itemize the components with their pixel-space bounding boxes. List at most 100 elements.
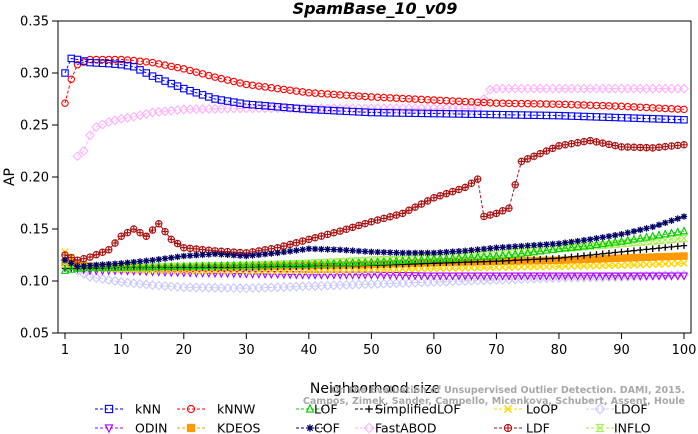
odin-point <box>661 272 670 281</box>
ldf-point <box>323 230 332 239</box>
ldf-point <box>92 250 101 259</box>
cof-point <box>93 261 100 269</box>
y-tick-label: 0.30 <box>20 67 49 82</box>
y-tick-label: 0.20 <box>20 171 49 186</box>
lof-point <box>404 255 413 264</box>
cof-point <box>130 258 137 266</box>
loop-point <box>649 260 657 269</box>
simplifiedlof-point <box>305 263 313 270</box>
x-tick-label: 40 <box>301 343 318 358</box>
x-axis-title: Neighborhood size <box>310 381 440 397</box>
lof-point <box>511 249 520 258</box>
ldof-point <box>116 277 127 288</box>
ldf-point <box>367 218 376 226</box>
loop-point <box>592 262 601 270</box>
cof-point <box>168 254 175 261</box>
lof-point <box>104 262 113 271</box>
lof-point <box>354 257 363 266</box>
lof-point <box>492 251 501 260</box>
simplifiedlof-point <box>280 263 288 271</box>
ldf-point <box>405 206 413 214</box>
ldf-point <box>305 235 313 244</box>
cof-point <box>286 248 294 255</box>
kdeos-point <box>667 252 676 261</box>
odin-point <box>604 272 614 281</box>
ldf-point <box>361 219 369 228</box>
ldf-point <box>355 221 363 230</box>
cof-point <box>343 247 350 254</box>
cof-point <box>274 249 281 257</box>
loop-point <box>442 264 451 273</box>
simplifiedlof-point <box>599 250 606 257</box>
cof-point <box>630 228 638 235</box>
lof-point <box>60 265 70 274</box>
simplifiedlof-point <box>630 247 638 254</box>
lof-point <box>598 239 607 248</box>
ldf-point <box>417 200 426 208</box>
lof-point <box>361 257 370 266</box>
simplifiedlof-point <box>674 243 681 250</box>
lof-point <box>317 259 326 268</box>
odin-point <box>473 272 482 281</box>
lof-point <box>429 254 438 263</box>
lof-point <box>179 261 188 270</box>
loop-point <box>436 264 444 273</box>
cof-point <box>318 245 325 253</box>
cof-point <box>474 246 481 253</box>
cof-point <box>211 250 219 258</box>
odin-point <box>373 271 382 280</box>
ldf-point <box>398 209 407 218</box>
inflo-point <box>648 237 658 245</box>
cof-point <box>674 215 681 222</box>
lof-point <box>273 259 282 269</box>
legend-label-loop: LoOP <box>526 402 558 417</box>
simplifiedlof-point <box>680 242 688 249</box>
cof-point <box>268 250 275 257</box>
ldf-point <box>392 211 401 219</box>
odin-point <box>342 271 351 280</box>
simplifiedlof-point <box>549 255 556 262</box>
ldf-point <box>530 152 538 160</box>
cof-point <box>299 246 306 253</box>
lof-point <box>473 252 482 261</box>
loop-point <box>655 260 663 268</box>
simplifiedlof-point <box>499 257 506 265</box>
simplifiedlof-point <box>518 256 525 264</box>
lof-point <box>110 262 120 271</box>
loop-point <box>486 263 494 272</box>
cof-point <box>555 240 563 247</box>
lof-point <box>611 237 620 246</box>
lof-point <box>673 227 682 236</box>
citation-line-1: On the Evaluation of Unsupervised Outlie… <box>331 385 685 396</box>
lof-point <box>373 257 382 266</box>
cof-point <box>399 249 406 257</box>
loop-point <box>536 263 544 271</box>
kdeos-point <box>673 252 682 260</box>
y-axis-title: AP <box>2 168 18 186</box>
simplifiedlof-point <box>530 256 538 263</box>
x-tick-label: 1 <box>61 343 69 358</box>
simplifiedlof-point <box>580 252 588 259</box>
lof-point <box>160 261 170 271</box>
ldf-point <box>486 211 494 219</box>
cof-point <box>443 248 450 256</box>
ldf-point <box>680 141 688 149</box>
ldf-point <box>298 237 307 245</box>
cof-point <box>305 245 313 252</box>
ldf-point <box>573 139 582 147</box>
legend-item-cof: COF <box>296 421 340 434</box>
cof-point <box>330 246 338 253</box>
legend-swatch-marker <box>503 404 513 414</box>
legend-item-kdeos: KDEOS <box>177 421 261 434</box>
odin-point <box>648 272 657 281</box>
lof-point <box>654 230 664 239</box>
odin-point <box>311 271 320 280</box>
cof-point <box>668 217 675 224</box>
odin-point <box>323 271 332 280</box>
cof-point <box>324 246 331 253</box>
ldf-point <box>142 232 151 240</box>
simplifiedlof-point <box>605 249 613 257</box>
y-tick-label: 0.10 <box>20 275 49 290</box>
odin-point <box>498 272 507 281</box>
